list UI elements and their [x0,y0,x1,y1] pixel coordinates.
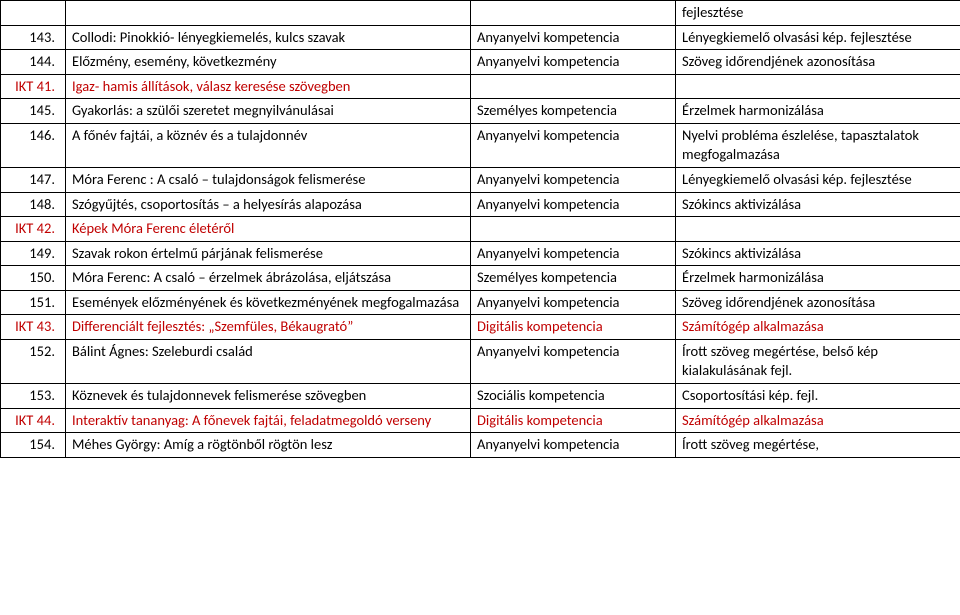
row-goal: fejlesztése [676,1,960,26]
row-topic: Szavak rokon értelmű párjának felismerés… [66,241,471,266]
table-row: 148.Szógyűjtés, csoportosítás – a helyes… [1,192,960,217]
table-row: 143.Collodi: Pinokkió- lényegkiemelés, k… [1,25,960,50]
row-topic [66,1,471,26]
row-topic: Collodi: Pinokkió- lényegkiemelés, kulcs… [66,25,471,50]
row-topic: Gyakorlás: a szülői szeretet megnyilvánu… [66,99,471,124]
table-row: 146.A főnév fajtái, a köznév és a tulajd… [1,123,960,167]
row-goal: Számítógép alkalmazása [676,315,960,340]
row-number: 151. [1,290,66,315]
curriculum-table: fejlesztése143.Collodi: Pinokkió- lényeg… [0,0,960,458]
row-competence [471,74,676,99]
row-goal: Érzelmek harmonizálása [676,99,960,124]
row-number: 154. [1,433,66,458]
row-number: 146. [1,123,66,167]
table-row: 152.Bálint Ágnes: Szeleburdi családAnyan… [1,339,960,383]
row-goal: Szöveg időrendjének azonosítása [676,50,960,75]
row-number: 143. [1,25,66,50]
row-competence: Digitális kompetencia [471,408,676,433]
row-number: 150. [1,266,66,291]
row-number: 149. [1,241,66,266]
row-competence: Személyes kompetencia [471,266,676,291]
table-row: 150.Móra Ferenc: A csaló – érzelmek ábrá… [1,266,960,291]
row-topic: Köznevek és tulajdonnevek felismerése sz… [66,384,471,409]
row-number: 153. [1,384,66,409]
row-number: IKT 44. [1,408,66,433]
table-row: 147.Móra Ferenc : A csaló – tulajdonságo… [1,167,960,192]
table-row: IKT 42.Képek Móra Ferenc életéről [1,217,960,242]
row-goal: Írott szöveg megértése, [676,433,960,458]
row-topic: Előzmény, esemény, következmény [66,50,471,75]
row-competence: Anyanyelvi kompetencia [471,167,676,192]
row-goal: Számítógép alkalmazása [676,408,960,433]
row-competence [471,217,676,242]
row-competence: Anyanyelvi kompetencia [471,192,676,217]
row-competence: Anyanyelvi kompetencia [471,50,676,75]
row-competence: Anyanyelvi kompetencia [471,25,676,50]
table-row: IKT 41.Igaz- hamis állítások, válasz ker… [1,74,960,99]
row-competence: Anyanyelvi kompetencia [471,433,676,458]
row-goal: Lényegkiemelő olvasási kép. fejlesztése [676,25,960,50]
row-competence: Személyes kompetencia [471,99,676,124]
row-number: IKT 41. [1,74,66,99]
row-topic: Móra Ferenc : A csaló – tulajdonságok fe… [66,167,471,192]
row-topic: Események előzményének és következményén… [66,290,471,315]
row-competence: Szociális kompetencia [471,384,676,409]
row-number: IKT 43. [1,315,66,340]
row-topic: Méhes György: Amíg a rögtönből rögtön le… [66,433,471,458]
row-number: 147. [1,167,66,192]
table-row: IKT 44.Interaktív tananyag: A főnevek fa… [1,408,960,433]
row-goal: Írott szöveg megértése, belső kép kialak… [676,339,960,383]
row-goal: Szöveg időrendjének azonosítása [676,290,960,315]
row-goal: Érzelmek harmonizálása [676,266,960,291]
row-goal: Nyelvi probléma észlelése, tapasztalatok… [676,123,960,167]
row-topic: Igaz- hamis állítások, válasz keresése s… [66,74,471,99]
table-row: 154.Méhes György: Amíg a rögtönből rögtö… [1,433,960,458]
row-topic: Bálint Ágnes: Szeleburdi család [66,339,471,383]
row-goal [676,74,960,99]
table-row: IKT 43.Differenciált fejlesztés: „Szemfü… [1,315,960,340]
row-topic: Szógyűjtés, csoportosítás – a helyesírás… [66,192,471,217]
row-competence: Anyanyelvi kompetencia [471,290,676,315]
row-competence: Anyanyelvi kompetencia [471,123,676,167]
table-row: fejlesztése [1,1,960,26]
row-competence: Digitális kompetencia [471,315,676,340]
row-competence: Anyanyelvi kompetencia [471,241,676,266]
row-competence [471,1,676,26]
table-row: 153.Köznevek és tulajdonnevek felismerés… [1,384,960,409]
table-row: 151.Események előzményének és következmé… [1,290,960,315]
row-topic: Interaktív tananyag: A főnevek fajtái, f… [66,408,471,433]
row-goal: Szókincs aktivizálása [676,192,960,217]
row-number: 148. [1,192,66,217]
row-number: 145. [1,99,66,124]
row-competence: Anyanyelvi kompetencia [471,339,676,383]
row-topic: A főnév fajtái, a köznév és a tulajdonné… [66,123,471,167]
row-topic: Móra Ferenc: A csaló – érzelmek ábrázolá… [66,266,471,291]
row-number: 152. [1,339,66,383]
row-topic: Képek Móra Ferenc életéről [66,217,471,242]
table-row: 149.Szavak rokon értelmű párjának felism… [1,241,960,266]
row-number [1,1,66,26]
row-number: IKT 42. [1,217,66,242]
row-goal: Szókincs aktivizálása [676,241,960,266]
row-number: 144. [1,50,66,75]
row-goal: Csoportosítási kép. fejl. [676,384,960,409]
row-goal [676,217,960,242]
table-row: 144.Előzmény, esemény, következményAnyan… [1,50,960,75]
table-row: 145.Gyakorlás: a szülői szeretet megnyil… [1,99,960,124]
row-goal: Lényegkiemelő olvasási kép. fejlesztése [676,167,960,192]
row-topic: Differenciált fejlesztés: „Szemfüles, Bé… [66,315,471,340]
